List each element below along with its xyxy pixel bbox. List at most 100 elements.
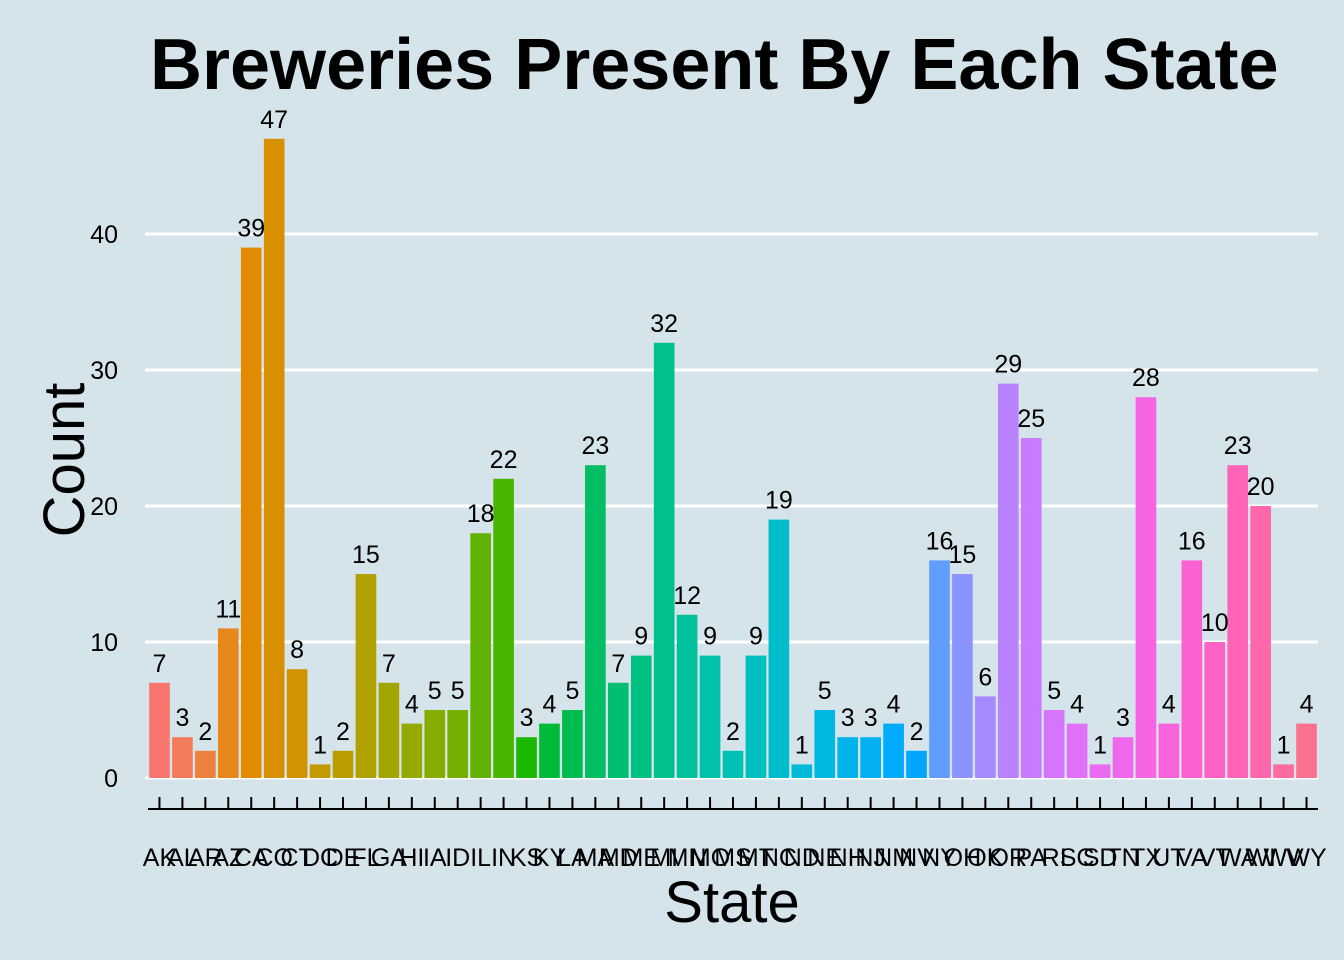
- bar-ga: [378, 682, 400, 778]
- data-label-ca: 39: [237, 215, 265, 243]
- y-tick-label: 30: [90, 357, 118, 385]
- data-label-md: 7: [611, 650, 625, 678]
- x-tick-label-ar: AR: [188, 844, 223, 872]
- bar-nm: [883, 723, 904, 778]
- bar-tx: [1135, 397, 1157, 778]
- x-tick-label-nd: ND: [784, 844, 820, 872]
- x-tick-label-ms: MS: [714, 844, 752, 872]
- bar-in: [493, 478, 514, 778]
- data-label-tx: 28: [1132, 364, 1160, 392]
- data-label-ut: 4: [1162, 691, 1176, 719]
- bar-de: [332, 750, 354, 778]
- bar-az: [217, 628, 239, 778]
- bar-ne: [814, 710, 836, 778]
- bar-me: [630, 655, 652, 778]
- x-tick-label-me: ME: [622, 844, 660, 872]
- x-tick-label-dc: DC: [302, 844, 338, 872]
- bar-ri: [1043, 710, 1065, 778]
- data-label-sc: 4: [1070, 691, 1084, 719]
- data-label-fl: 15: [352, 541, 380, 569]
- data-label-wa: 23: [1224, 432, 1252, 460]
- data-label-az: 11: [215, 595, 241, 623]
- x-tick-label-ri: RI: [1042, 844, 1067, 872]
- data-label-ok: 6: [978, 663, 992, 691]
- x-tick-label-mn: MN: [668, 844, 707, 872]
- x-axis-title: State: [664, 870, 799, 935]
- bar-mt: [745, 655, 767, 778]
- x-tick-label-wa: WA: [1218, 844, 1258, 872]
- bar-or: [997, 383, 1019, 778]
- bar-wy: [1296, 723, 1317, 778]
- x-tick-label-pa: PA: [1015, 844, 1047, 872]
- bar-hi: [401, 723, 423, 778]
- data-label-il: 18: [467, 500, 495, 528]
- bar-wi: [1250, 506, 1271, 778]
- data-label-nj: 3: [864, 704, 878, 732]
- y-tick-label: 0: [104, 765, 118, 793]
- data-label-la: 5: [565, 677, 579, 705]
- x-tick-label-nh: NH: [830, 844, 866, 872]
- x-tick-label-nj: NJ: [855, 844, 886, 872]
- data-label-mn: 12: [673, 582, 701, 610]
- x-tick-label-wi: WI: [1245, 844, 1276, 872]
- data-label-id: 5: [451, 677, 465, 705]
- x-tick-label-ak: AK: [143, 844, 177, 872]
- x-tick-label-id: ID: [445, 844, 470, 872]
- y-axis-title: Count: [32, 383, 97, 538]
- data-label-ny: 16: [926, 527, 954, 555]
- x-tick-label-wv: WV: [1263, 844, 1304, 872]
- bar-sc: [1066, 723, 1088, 778]
- x-tick-label-mi: MI: [650, 844, 678, 872]
- data-label-wi: 20: [1247, 473, 1275, 501]
- bar-tn: [1112, 737, 1134, 778]
- bar-vt: [1204, 642, 1226, 778]
- bar-co: [263, 138, 285, 779]
- data-label-nh: 3: [841, 704, 855, 732]
- data-label-mi: 32: [650, 310, 678, 338]
- data-label-nd: 1: [795, 731, 809, 759]
- bar-al: [172, 737, 193, 778]
- x-tick-label-nm: NM: [874, 844, 913, 872]
- data-label-nc: 19: [765, 487, 793, 515]
- bar-ms: [722, 750, 744, 778]
- data-label-nm: 4: [887, 691, 901, 719]
- x-tick-label-tn: TN: [1106, 844, 1139, 872]
- bar-ok: [975, 696, 996, 778]
- x-tick-label-ma: MA: [577, 844, 615, 872]
- data-label-ia: 5: [428, 677, 442, 705]
- data-label-ga: 7: [382, 650, 396, 678]
- bar-id: [447, 710, 469, 778]
- x-tick-label-mt: MT: [738, 844, 774, 872]
- bar-nv: [906, 750, 927, 778]
- x-tick-label-al: AL: [167, 844, 198, 872]
- bar-nh: [837, 737, 859, 778]
- bar-dc: [309, 764, 331, 778]
- x-tick-label-nv: NV: [899, 844, 934, 872]
- bar-mi: [653, 342, 675, 778]
- x-tick-label-fl: FL: [351, 844, 380, 872]
- x-tick-label-de: DE: [326, 844, 361, 872]
- x-tick-label-ia: IA: [423, 844, 447, 872]
- x-tick-label-il: IL: [470, 844, 491, 872]
- x-tick-label-ok: OK: [967, 844, 1003, 872]
- x-tick-label-co: CO: [255, 844, 293, 872]
- bar-wa: [1227, 465, 1249, 778]
- data-label-in: 22: [490, 446, 518, 474]
- x-tick-label-ne: NE: [807, 844, 842, 872]
- x-tick-label-ut: UT: [1152, 844, 1185, 872]
- data-label-ky: 4: [543, 691, 557, 719]
- data-label-ma: 23: [581, 432, 609, 460]
- y-tick-label: 20: [90, 493, 118, 521]
- data-label-al: 3: [175, 704, 189, 732]
- bar-oh: [952, 574, 973, 778]
- data-label-wy: 4: [1300, 691, 1314, 719]
- data-label-oh: 15: [949, 541, 977, 569]
- data-label-tn: 3: [1116, 704, 1130, 732]
- bar-mn: [676, 614, 698, 778]
- x-tick-label-mo: MO: [690, 844, 730, 872]
- data-label-ak: 7: [153, 650, 167, 678]
- bar-nj: [860, 737, 881, 778]
- data-label-de: 2: [336, 718, 350, 746]
